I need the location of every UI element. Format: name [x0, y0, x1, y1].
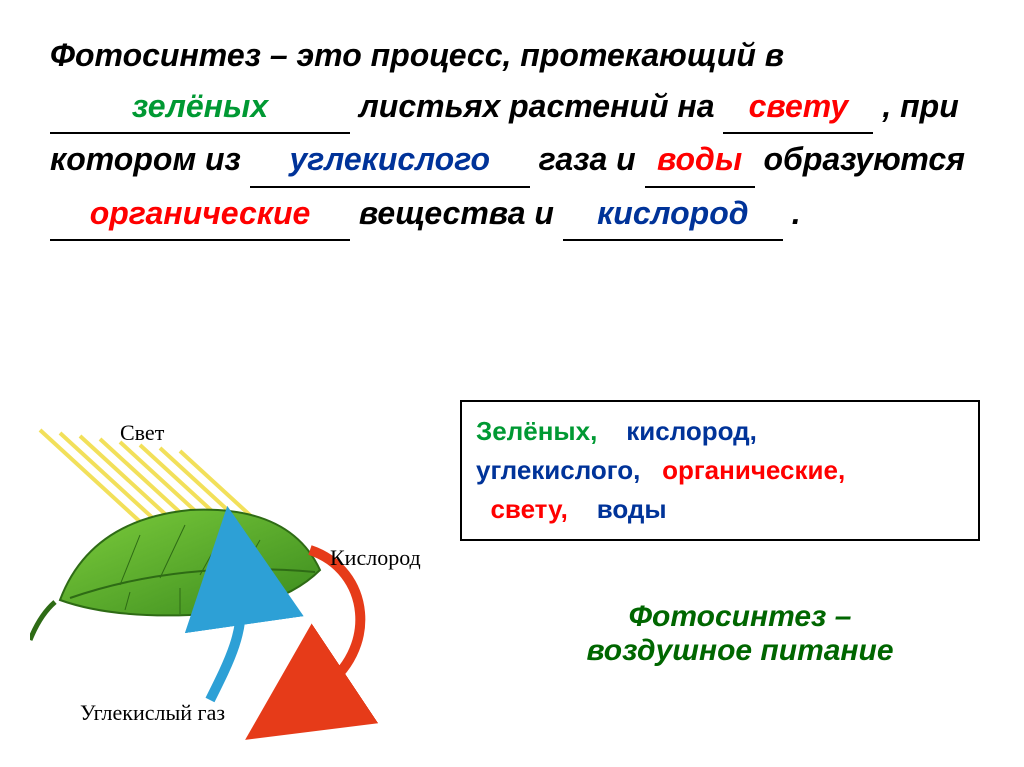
blank-carbonic: углекислого — [250, 134, 530, 187]
label-light: Свет — [120, 420, 164, 446]
wb-word-6: воды — [597, 494, 667, 524]
def-text-7: . — [792, 195, 801, 231]
def-text-1: Фотосинтез – это процесс, протекающий в — [50, 37, 784, 73]
word-bank-box: Зелёных, кислород, углекислого, органиче… — [460, 400, 980, 541]
wb-word-2: кислород, — [626, 416, 757, 446]
wb-word-3: углекислого, — [476, 455, 640, 485]
label-co2: Углекислый газ — [80, 700, 225, 726]
subtitle-line-1: Фотосинтез – — [629, 600, 852, 633]
label-oxygen: Кислород — [330, 545, 421, 571]
def-text-6: вещества и — [359, 195, 554, 231]
photosynthesis-diagram: Свет Кислород Углекислый газ — [30, 400, 450, 740]
subtitle: Фотосинтез – воздушное питание — [520, 600, 960, 668]
leaf-petiole — [30, 602, 55, 640]
wb-word-5: свету, — [490, 494, 567, 524]
blank-green: зелёных — [50, 81, 350, 134]
blank-organic: органические — [50, 188, 350, 241]
blank-water: воды — [645, 134, 755, 187]
def-text-4: газа и — [539, 141, 636, 177]
def-text-2: листьях растений на — [359, 88, 715, 124]
leaf-shape — [60, 510, 320, 616]
subtitle-line-2: воздушное питание — [586, 634, 893, 667]
definition-paragraph: Фотосинтез – это процесс, протекающий в … — [50, 30, 970, 241]
blank-oxygen: кислород — [563, 188, 783, 241]
wb-word-1: Зелёных, — [476, 416, 597, 446]
def-text-5: образуются — [763, 141, 965, 177]
wb-word-4: органические, — [662, 455, 845, 485]
blank-light: свету — [723, 81, 873, 134]
